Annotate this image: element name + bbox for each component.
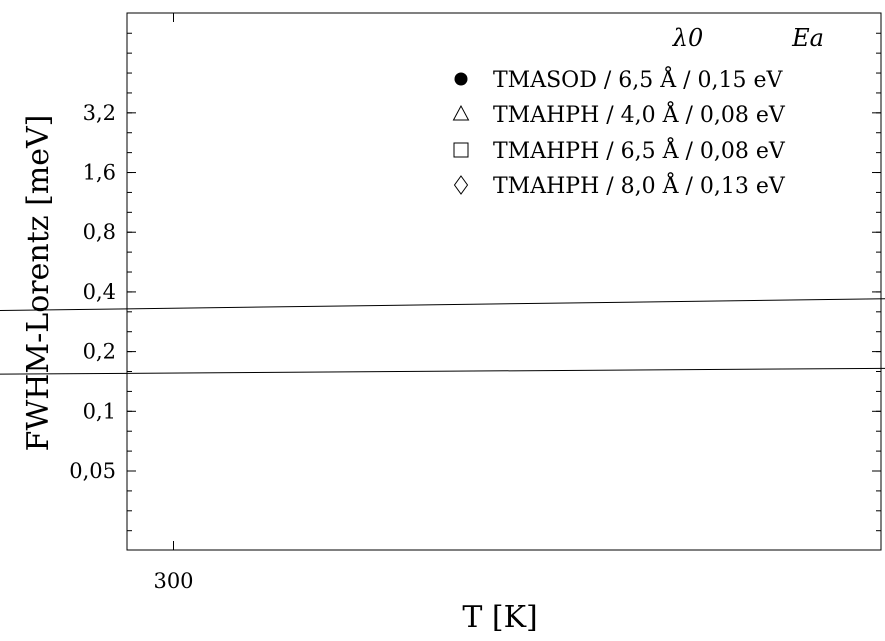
legend-label-tmahph-65: TMAHPH / 6,5 Å / 0,08 eV xyxy=(493,136,786,164)
legend-label-tmahph-40: TMAHPH / 4,0 Å / 0,08 eV xyxy=(493,100,786,128)
y-tick-label: 1,6 xyxy=(83,161,116,185)
legend-markers xyxy=(452,72,470,195)
legend-header-ea: Ea xyxy=(791,24,824,52)
legend-header-lambda: λ0 xyxy=(672,24,703,52)
fit-line-open-diamond xyxy=(0,367,885,375)
legend: λ0 Ea TMASOD / 6,5 Å / 0,15 eV TMAHPH / … xyxy=(452,24,824,199)
x-tick-label: 300 xyxy=(153,569,193,593)
y-tick-label: 3,2 xyxy=(83,101,116,125)
legend-label-tmahph-80: TMAHPH / 8,0 Å / 0,13 eV xyxy=(493,171,786,199)
tick-group: 3002752502252001750,050,10,20,40,81,63,2 xyxy=(69,13,881,593)
fit-line-open-square xyxy=(0,298,885,312)
y-axis-label: FWHM-Lorentz [meV] xyxy=(21,115,56,452)
y-tick-label: 0,2 xyxy=(83,340,116,364)
x-axis-label: T [K] xyxy=(462,600,537,635)
y-tick-label: 0,1 xyxy=(83,399,116,423)
y-tick-label: 0,4 xyxy=(83,280,116,304)
y-tick-label: 0,8 xyxy=(83,220,116,244)
legend-marker-open-diamond xyxy=(453,175,469,195)
plot-frame xyxy=(126,12,882,551)
legend-marker-open-triangle xyxy=(452,104,470,121)
y-tick-label: 0,05 xyxy=(69,459,116,483)
legend-label-tmasod-65: TMASOD / 6,5 Å / 0,15 eV xyxy=(493,65,783,93)
legend-marker-open-square xyxy=(453,142,469,158)
legend-marker-filled-circle xyxy=(454,72,468,86)
